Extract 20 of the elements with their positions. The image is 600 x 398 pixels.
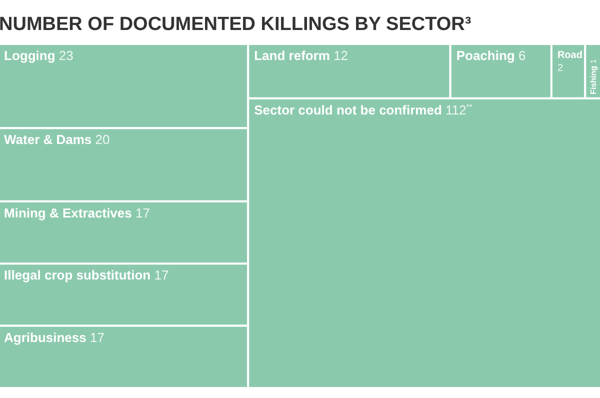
- data-label: 17: [135, 205, 150, 220]
- data-label: 2: [557, 62, 564, 74]
- data-label: 1: [588, 58, 598, 64]
- category-label: Water & Dams: [4, 132, 92, 148]
- text: NUMBER OF DOCUMENTED KILLINGS BY SECTOR³: [0, 14, 472, 35]
- data-label: 17: [90, 330, 104, 345]
- category-label: Agribusiness: [4, 330, 86, 345]
- category-label: Fishing: [588, 66, 598, 94]
- category-label: Land reform: [254, 48, 330, 64]
- data-label: 20: [95, 132, 110, 148]
- category-label: Illegal crop substitution: [4, 268, 151, 283]
- category-label: Sector could not be confirmed: [254, 102, 442, 118]
- category-label: Road: [557, 50, 582, 61]
- data-label: 12: [334, 48, 348, 64]
- data-label: 6: [518, 48, 526, 64]
- category-label: Logging: [4, 48, 56, 64]
- data-label: 17: [154, 268, 169, 283]
- data-label: 23: [58, 48, 74, 64]
- category-label: Mining & Extractives: [4, 205, 132, 220]
- category-label: Poaching: [456, 48, 515, 64]
